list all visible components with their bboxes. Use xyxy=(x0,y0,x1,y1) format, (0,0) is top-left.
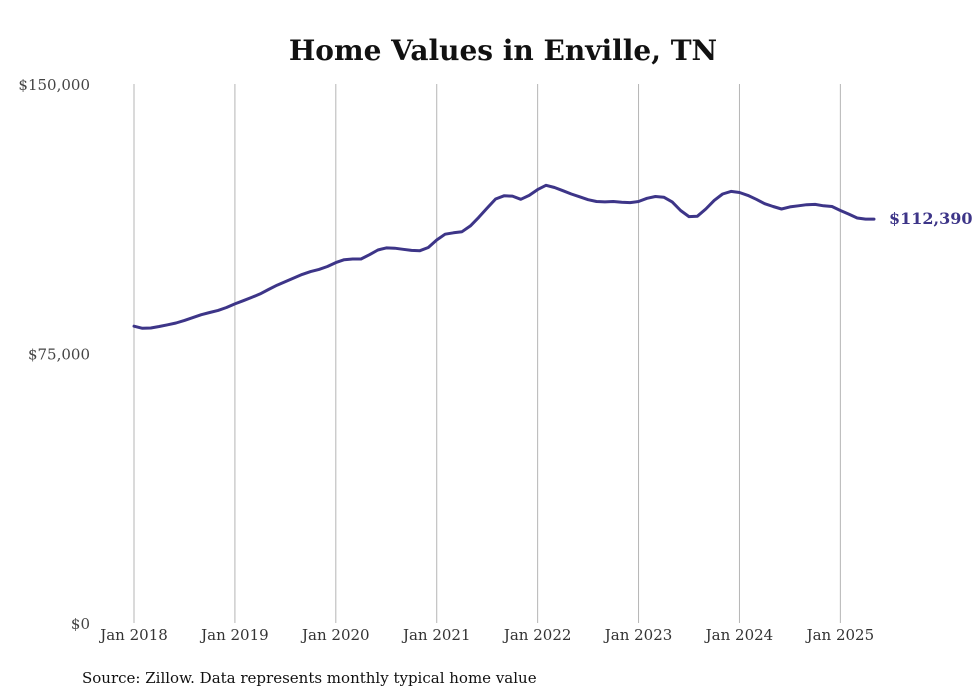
y-tick-label: $0 xyxy=(71,615,90,633)
x-tick-label: Jan 2024 xyxy=(704,626,774,644)
series-layer: $112,390 xyxy=(132,183,973,330)
x-tick-label: Jan 2025 xyxy=(805,626,875,644)
x-tick-label: Jan 2021 xyxy=(401,626,471,644)
chart-title: Home Values in Enville, TN xyxy=(289,34,717,67)
x-tick-label: Jan 2020 xyxy=(300,626,370,644)
y-tick-label: $150,000 xyxy=(18,76,90,94)
gridlines xyxy=(133,84,841,623)
series-line xyxy=(132,183,876,330)
x-tick-label: Jan 2023 xyxy=(603,626,673,644)
y-axis-tick-labels: $0 $75,000 $150,000 xyxy=(18,76,90,633)
x-tick-label: Jan 2019 xyxy=(199,626,269,644)
x-tick-label: Jan 2022 xyxy=(502,626,572,644)
x-tick-label: Jan 2018 xyxy=(98,626,168,644)
y-tick-label: $75,000 xyxy=(28,346,90,364)
end-value-label: $112,390 xyxy=(889,209,973,228)
source-note: Source: Zillow. Data represents monthly … xyxy=(82,669,537,687)
x-axis-tick-labels: Jan 2018 Jan 2019 Jan 2020 Jan 2021 Jan 2022… xyxy=(98,626,874,644)
